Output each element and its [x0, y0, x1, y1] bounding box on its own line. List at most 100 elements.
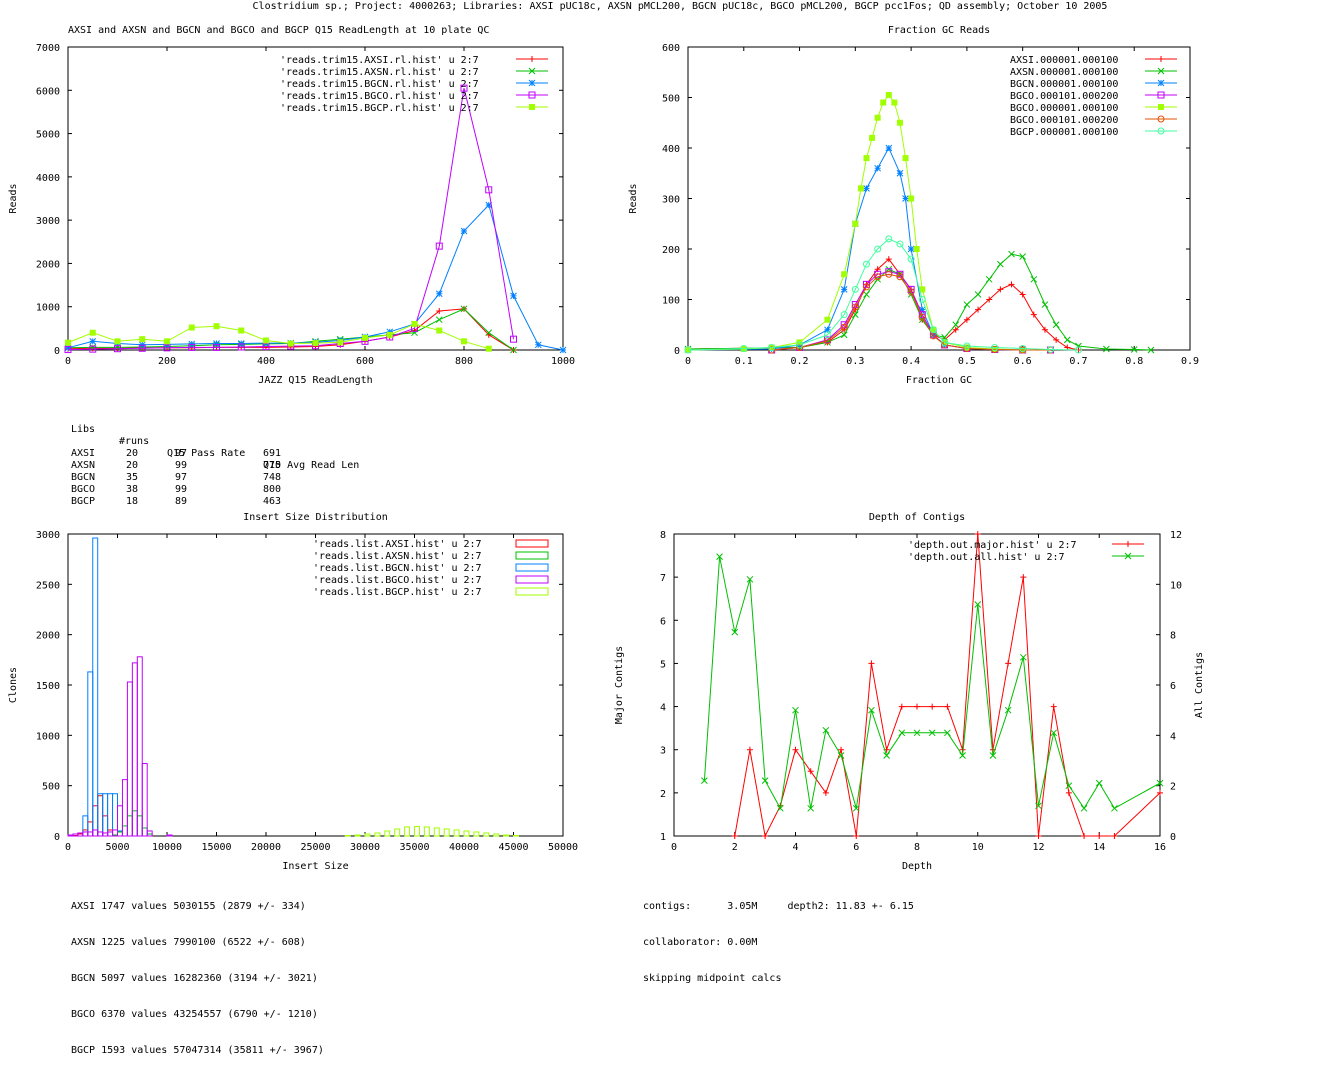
depth-stat-line: skipping midpoint calcs [643, 973, 782, 984]
y-tick-label: 300 [662, 195, 680, 206]
data-point [918, 306, 926, 313]
data-point [868, 706, 875, 714]
x-tick-label: 0 [65, 356, 71, 367]
data-point [1005, 660, 1012, 667]
insert-stat-line: BGCO 6370 values 43254557 (6790 +/- 1210… [71, 1009, 318, 1020]
data-point [114, 338, 121, 345]
series-red [685, 256, 1082, 353]
histogram-bar [404, 826, 411, 837]
histogram-bar [87, 831, 94, 837]
legend-marker [528, 67, 536, 75]
y-tick-label: 6000 [36, 86, 60, 97]
data-point [1030, 275, 1038, 283]
y2-tick-label: 10 [1170, 580, 1182, 591]
stats-cell: 99 [175, 484, 188, 495]
data-point [1030, 311, 1037, 318]
data-point [862, 260, 870, 268]
y-tick-label: 4 [660, 703, 666, 714]
chart-title: Depth of Contigs [869, 512, 965, 523]
data-point [768, 346, 776, 354]
y-axis-label: Reads [628, 183, 639, 213]
data-point [1065, 782, 1073, 790]
series-lime [65, 321, 492, 352]
data-point [822, 789, 829, 796]
legend-marker [1157, 127, 1165, 135]
data-point [896, 119, 903, 126]
data-point [851, 303, 859, 311]
data-point [944, 729, 951, 737]
data-point [89, 337, 97, 345]
data-point [1156, 779, 1164, 787]
histogram-bar [414, 825, 420, 837]
histogram-bar [121, 779, 128, 837]
data-point [963, 342, 971, 350]
data-point [823, 331, 831, 339]
data-point [436, 327, 443, 334]
data-point [716, 553, 723, 561]
histogram-bar [126, 681, 133, 837]
x-tick-label: 45000 [498, 842, 528, 853]
y-axis-label: Clones [8, 667, 19, 703]
stats-cell: 38 [126, 484, 139, 495]
data-point [65, 339, 71, 346]
col-libs: Libs [71, 424, 96, 435]
data-point [963, 301, 971, 308]
x-tick-label: 40000 [449, 842, 479, 853]
stats-cell: 18 [126, 496, 139, 507]
data-point [863, 155, 870, 162]
data-point [1019, 253, 1027, 260]
data-point [1047, 345, 1055, 353]
data-point [914, 703, 920, 710]
histogram-bar [102, 793, 109, 837]
x-tick-label: 12 [1032, 842, 1044, 853]
x-axis-label: Fraction GC [906, 375, 972, 386]
readlength-stats-row: BGCO 38 99 800 [71, 484, 281, 496]
y-tick-label: 3 [660, 746, 666, 757]
data-point [263, 337, 269, 344]
insert-stat-line: AXSI 1747 values 5030155 (2879 +/- 334) [71, 901, 306, 912]
x-tick-label: 0.8 [1125, 356, 1143, 367]
data-point [885, 256, 892, 263]
data-point [896, 273, 904, 281]
y-tick-label: 5000 [36, 130, 60, 141]
histogram-bar [87, 671, 94, 837]
y-tick-label: 2000 [36, 631, 60, 642]
data-point [985, 275, 993, 283]
data-point [898, 703, 905, 710]
data-point [885, 235, 893, 243]
histogram-bar [433, 827, 440, 837]
data-point [1130, 346, 1138, 353]
x-tick-label: 10 [972, 842, 984, 853]
data-point [918, 313, 926, 321]
data-point [851, 285, 859, 293]
data-point [89, 345, 97, 353]
y-tick-label: 8 [660, 530, 666, 541]
x-tick-label: 0.1 [735, 356, 753, 367]
histogram-bar [166, 834, 173, 837]
y-tick-label: 1500 [36, 681, 60, 692]
histogram-bar [136, 656, 143, 837]
x-tick-label: 35000 [399, 842, 429, 853]
data-point [1147, 346, 1155, 354]
histogram-bar [107, 829, 114, 837]
stats-cell: 770 [263, 460, 282, 471]
data-point [863, 291, 870, 298]
data-point [880, 99, 887, 106]
data-point [435, 290, 443, 298]
y-tick-label: 7 [660, 573, 666, 584]
series-lime [344, 825, 519, 837]
data-point [852, 804, 860, 812]
histogram-bar [82, 831, 89, 837]
legend-label: 'reads.trim15.BGCP.rl.hist' u 2:7 [280, 103, 479, 114]
series-line [67, 323, 489, 350]
histogram-bar [513, 834, 519, 837]
y-tick-label: 2 [660, 789, 666, 800]
x-tick-label: 14 [1093, 842, 1105, 853]
data-point [1050, 703, 1057, 710]
histogram-bar [493, 833, 500, 837]
histogram-bar [92, 537, 99, 837]
data-point [863, 185, 870, 192]
data-point [435, 242, 443, 250]
data-point [959, 752, 966, 759]
